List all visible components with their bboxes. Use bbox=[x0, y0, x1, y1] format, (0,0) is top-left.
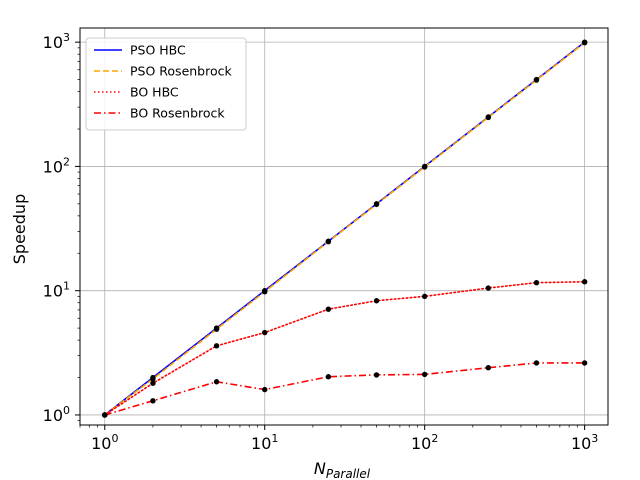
series-lines bbox=[103, 41, 586, 416]
x-axis-label-sub: Parallel bbox=[326, 467, 371, 480]
y-tick-label-base: 10 bbox=[43, 406, 63, 425]
data-point bbox=[325, 238, 332, 245]
y-tick-label-base: 10 bbox=[43, 157, 63, 176]
x-tick-label-base: 10 bbox=[571, 434, 591, 453]
y-tick-label-base: 10 bbox=[43, 282, 63, 301]
data-point bbox=[373, 372, 380, 378]
data-point bbox=[485, 114, 492, 121]
data-point bbox=[533, 77, 540, 83]
y-tick-label-base: 10 bbox=[43, 33, 63, 52]
legend: PSO HBC PSO Rosenbrock BO HBC BO Rosenbrock bbox=[85, 37, 247, 131]
data-point bbox=[150, 376, 156, 382]
x-axis-label-main: N bbox=[314, 459, 326, 478]
series-line-3 bbox=[103, 280, 586, 416]
data-point bbox=[421, 293, 428, 300]
x-tick-label-exp: 0 bbox=[111, 432, 118, 445]
legend-box bbox=[85, 37, 247, 131]
y-tick-label: 102 bbox=[43, 155, 70, 176]
plot-frame bbox=[79, 27, 609, 426]
y-tick-label: 100 bbox=[43, 404, 70, 425]
data-point bbox=[533, 360, 540, 366]
x-tick-label-base: 10 bbox=[251, 434, 271, 453]
y-tick-label-exp: 3 bbox=[63, 31, 70, 44]
data-point bbox=[485, 364, 492, 371]
y-axis-label: Speedup bbox=[10, 194, 29, 264]
y-tick-label-exp: 1 bbox=[63, 280, 70, 293]
legend-label-1: PSO HBC bbox=[130, 43, 186, 58]
legend-label-3: BO HBC bbox=[130, 85, 179, 100]
legend-label-2: PSO Rosenbrock bbox=[130, 64, 233, 79]
series-line-2 bbox=[104, 42, 586, 416]
data-point bbox=[262, 386, 268, 393]
series-line-4 bbox=[104, 362, 585, 416]
data-point bbox=[325, 374, 332, 380]
data-point bbox=[485, 285, 492, 291]
x-tick-label: 103 bbox=[571, 432, 598, 453]
data-point bbox=[213, 326, 220, 332]
y-tick-label-exp: 2 bbox=[63, 155, 70, 168]
data-point bbox=[150, 398, 156, 404]
x-tick-label-exp: 1 bbox=[271, 432, 278, 445]
data-point bbox=[581, 360, 588, 366]
y-tick-label: 101 bbox=[43, 280, 70, 301]
data-point bbox=[102, 412, 108, 418]
data-point bbox=[421, 371, 428, 378]
data-markers bbox=[102, 39, 588, 418]
legend-label-4: BO Rosenbrock bbox=[130, 106, 225, 121]
data-point bbox=[581, 40, 588, 46]
x-tick-label: 102 bbox=[411, 432, 438, 453]
x-tick-label-base: 10 bbox=[411, 434, 431, 453]
data-point bbox=[325, 306, 332, 312]
x-tick-label: 100 bbox=[91, 432, 118, 453]
data-point bbox=[373, 298, 380, 304]
data-point bbox=[262, 329, 268, 336]
x-tick-label-base: 10 bbox=[91, 434, 111, 453]
y-tick-label-exp: 0 bbox=[63, 404, 70, 417]
data-point bbox=[213, 379, 220, 385]
x-tick-label-exp: 2 bbox=[431, 432, 438, 445]
data-point bbox=[373, 201, 380, 208]
x-axis-label: NParallel bbox=[314, 459, 371, 480]
data-point bbox=[262, 289, 268, 295]
data-point bbox=[533, 279, 540, 286]
data-point bbox=[150, 380, 156, 386]
x-tick-label-exp: 3 bbox=[591, 432, 598, 445]
data-point bbox=[213, 343, 220, 349]
x-tick-label: 101 bbox=[251, 432, 278, 453]
data-point bbox=[421, 164, 428, 170]
y-tick-label: 103 bbox=[43, 31, 70, 52]
data-point bbox=[581, 279, 588, 285]
